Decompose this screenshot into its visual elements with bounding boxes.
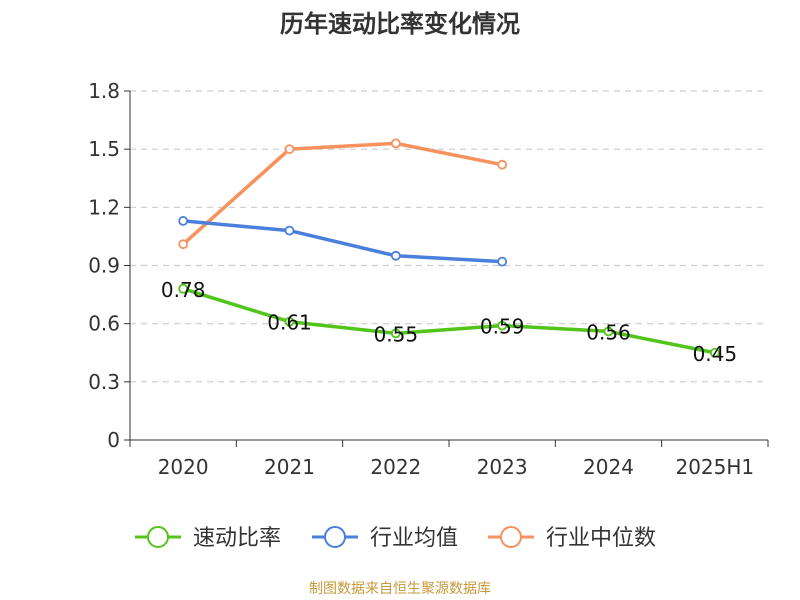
data-point: [178, 283, 189, 294]
x-tick-label: 2025H1: [675, 455, 754, 479]
y-tick-label: 0.6: [88, 312, 120, 336]
legend-marker: [500, 526, 522, 548]
data-point: [497, 256, 508, 267]
legend-marker: [147, 526, 169, 548]
data-point: [284, 225, 295, 236]
data-point: [178, 216, 189, 226]
legend[interactable]: 速动比率 行业均值 行业中位数: [135, 526, 656, 551]
data-source-note: 制图数据来自恒生聚源数据库: [309, 581, 491, 597]
data-label: 0.45: [693, 342, 738, 366]
data-point: [390, 328, 401, 339]
y-tick-label: 1.8: [88, 79, 120, 103]
data-point: [390, 138, 401, 149]
y-tick-label: 0.3: [88, 370, 120, 394]
legend-label: 行业中位数: [546, 526, 656, 551]
data-point: [284, 316, 295, 327]
data-label: 0.61: [267, 311, 312, 335]
series-line-1: [181, 287, 717, 355]
legend-marker: [324, 526, 346, 548]
data-point: [497, 320, 508, 331]
series-line-2: [181, 219, 504, 264]
y-tick-label: 1.5: [88, 137, 120, 161]
data-label: 0.56: [586, 320, 631, 344]
legend-item[interactable]: 行业中位数: [488, 526, 656, 551]
x-tick-label: 2024: [583, 455, 634, 479]
legend-label: 行业均值: [370, 526, 458, 551]
data-point: [284, 144, 295, 155]
data-label: 0.59: [480, 315, 525, 339]
x-tick-label: 2020: [158, 455, 209, 479]
data-point: [709, 347, 720, 358]
series-layer: 0.78 0.61 0.55 0.59 0.56 0.45: [161, 138, 738, 366]
data-label: 0.78: [161, 278, 206, 302]
data-point: [390, 250, 401, 261]
data-point: [178, 239, 189, 250]
chart-title: 历年速动比率变化情况: [280, 10, 520, 38]
data-point: [603, 326, 614, 337]
y-tick-label: 0.9: [88, 254, 120, 278]
x-tick-label: 2023: [477, 455, 528, 479]
legend-item[interactable]: 行业均值: [312, 526, 458, 551]
y-tick-label: 1.2: [88, 195, 120, 219]
y-tick-label: 0: [107, 428, 120, 452]
legend-label: 速动比率: [193, 526, 281, 551]
data-point: [497, 159, 508, 170]
axes: 0 0.3 0.6 0.9 1.2 1.5 1.8 2020 2021 2022 2023 2024 2…: [88, 79, 769, 479]
x-tick-label: 2021: [264, 455, 315, 479]
data-label: 0.55: [374, 322, 419, 346]
legend-item[interactable]: 速动比率: [135, 526, 281, 551]
series-line-3: [181, 141, 504, 246]
grid-lines: [130, 90, 768, 383]
x-tick-label: 2022: [370, 455, 421, 479]
